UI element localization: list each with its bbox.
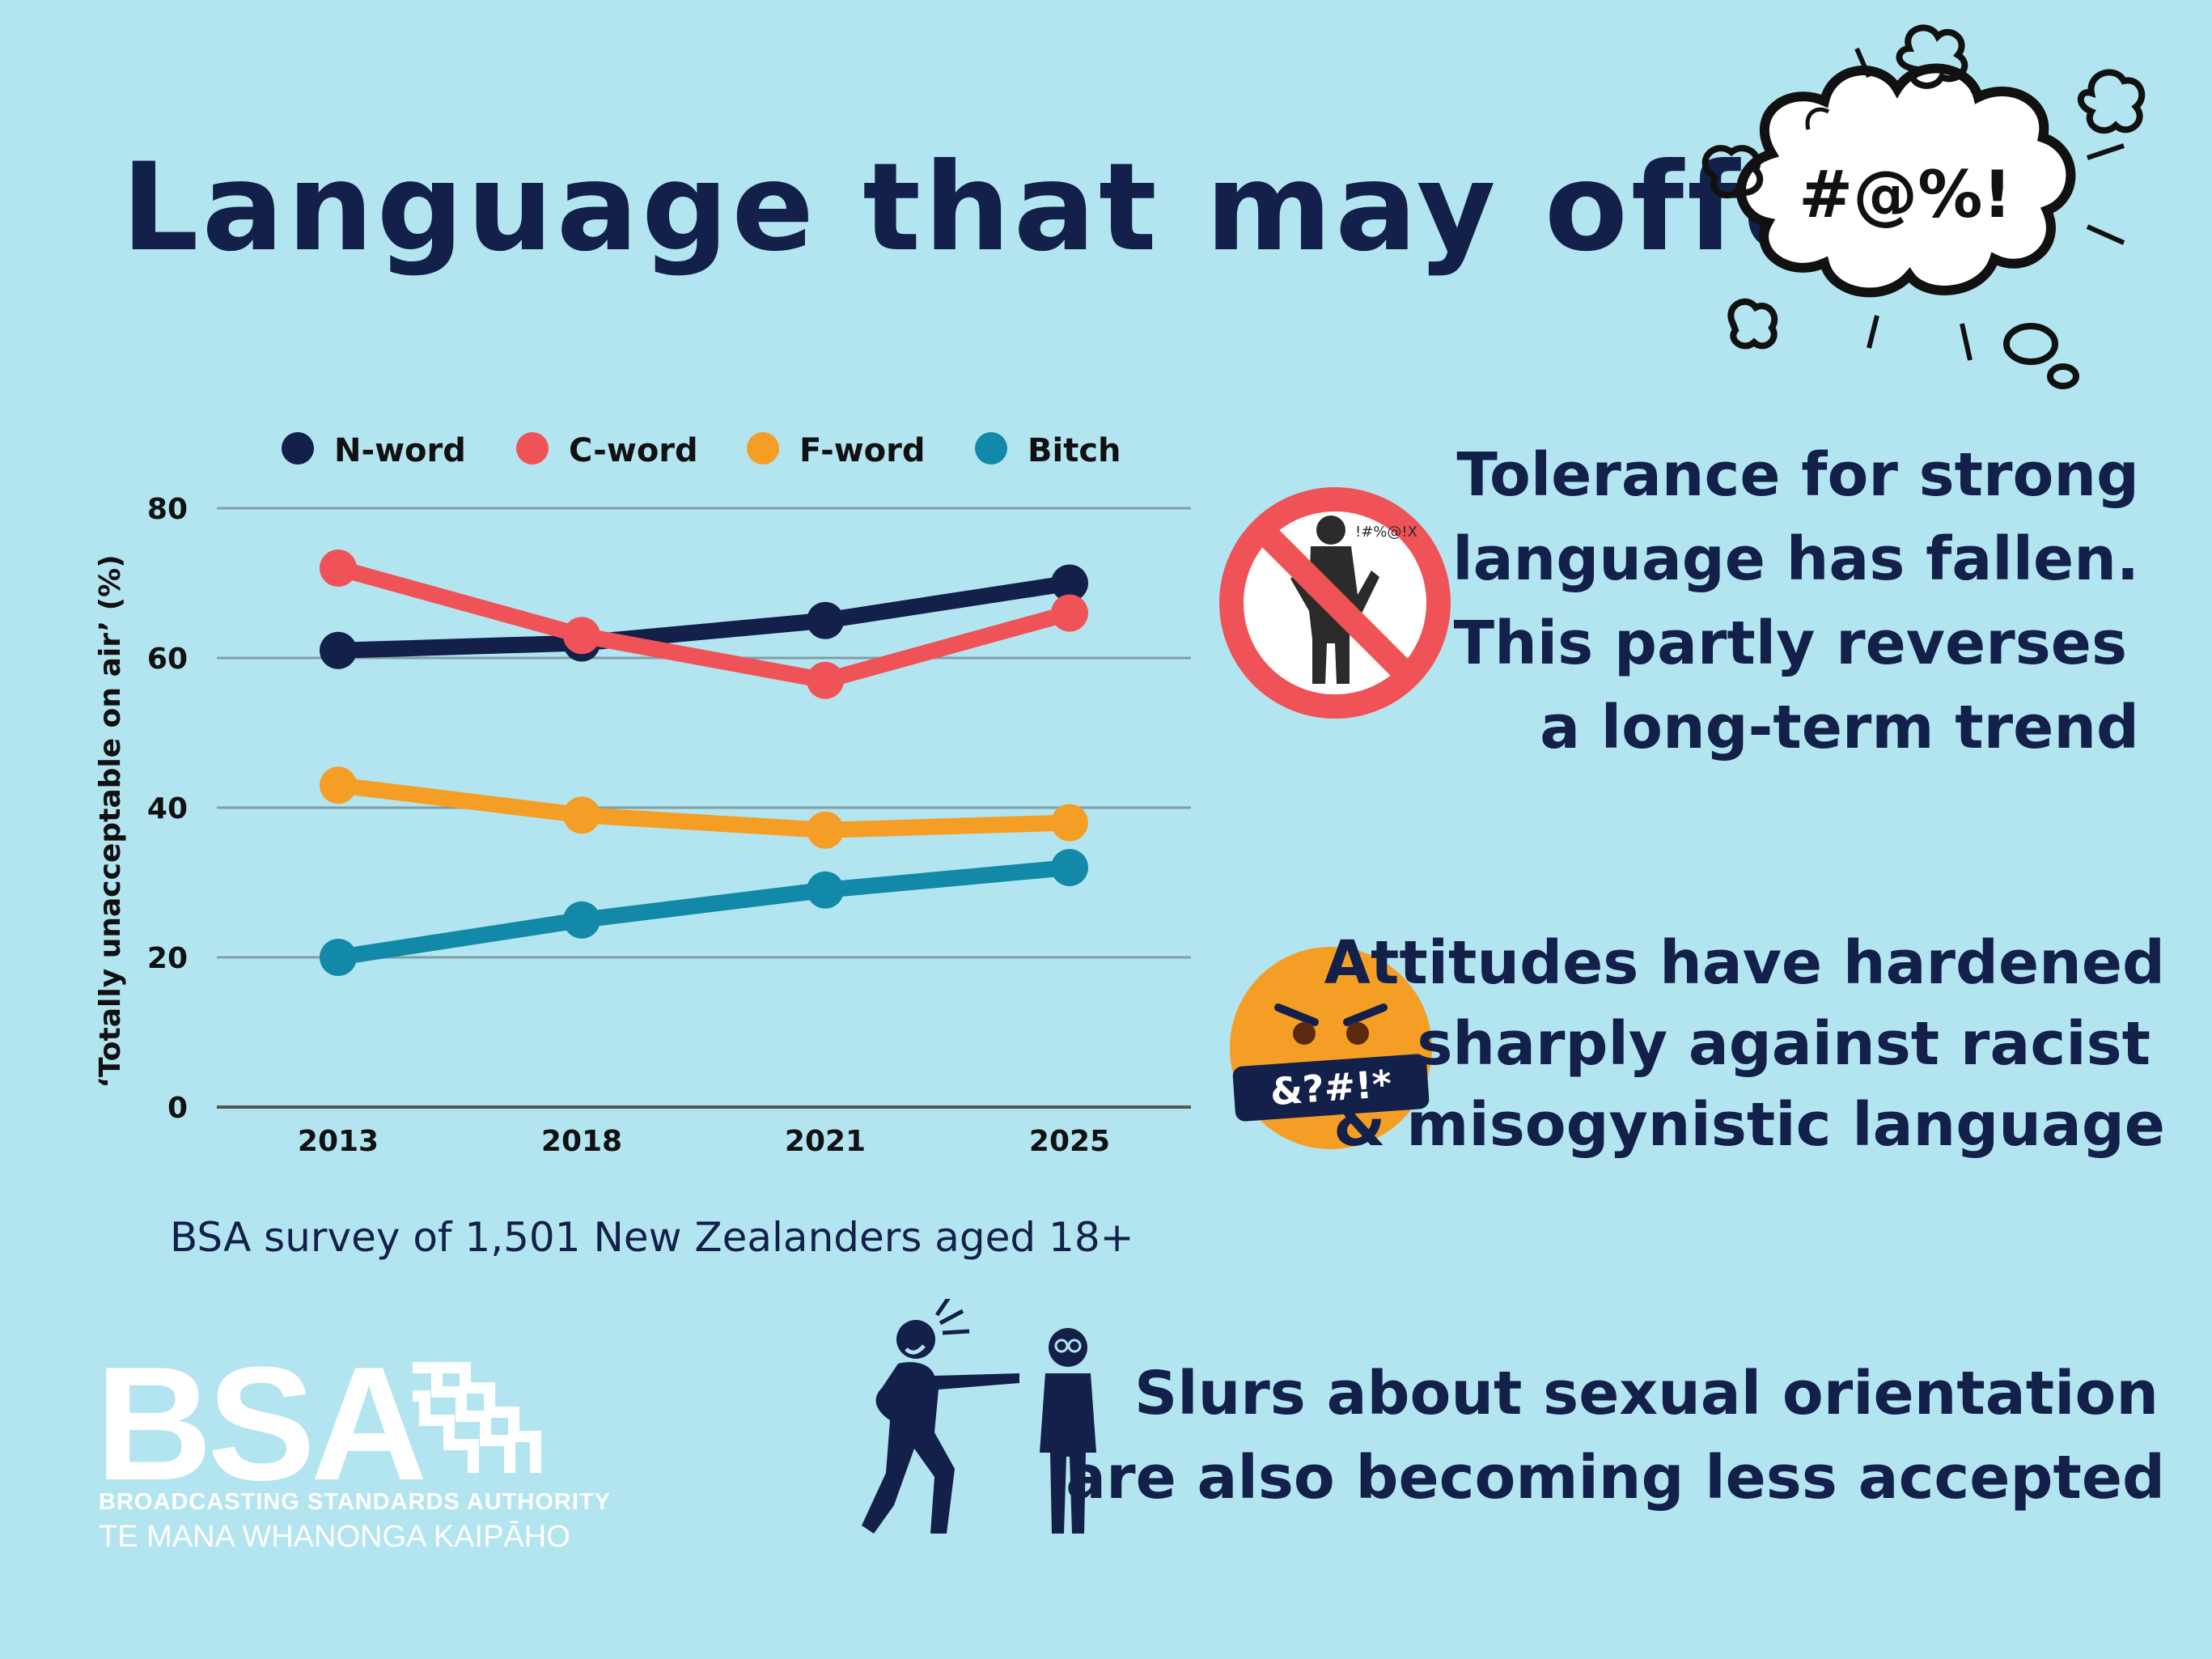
legend-marker bbox=[975, 432, 1007, 465]
series-bitch bbox=[320, 849, 1088, 976]
data-point bbox=[1051, 849, 1088, 886]
y-tick-label: 20 bbox=[147, 942, 188, 975]
y-tick-label: 40 bbox=[147, 792, 188, 825]
message-line: a long-term trend bbox=[1540, 693, 2139, 762]
bsa-logo-letters: BSA bbox=[95, 1334, 427, 1514]
data-point bbox=[563, 796, 600, 834]
y-tick-label: 80 bbox=[147, 493, 188, 526]
bsa-logo-mark bbox=[413, 1362, 541, 1473]
legend-marker bbox=[282, 432, 314, 465]
attitudes-message: Attitudes have hardened sharply against … bbox=[1324, 923, 2165, 1165]
pointing-mocking-people-icon bbox=[862, 1299, 1096, 1534]
data-point bbox=[807, 811, 844, 849]
data-point bbox=[320, 766, 357, 804]
message-line: are also becoming less accepted bbox=[1066, 1443, 2165, 1513]
slurs-message: Slurs about sexual orientation are also … bbox=[1066, 1351, 2165, 1520]
data-point bbox=[563, 901, 600, 939]
data-point bbox=[807, 871, 844, 909]
message-line: language has fallen. bbox=[1452, 524, 2139, 594]
series-f_word bbox=[320, 766, 1088, 849]
page-title: Language that may offend bbox=[121, 138, 2009, 278]
series-line bbox=[330, 777, 1078, 838]
x-tick-label: 2021 bbox=[785, 1125, 866, 1158]
legend-label: N-word bbox=[334, 432, 466, 469]
data-point bbox=[1051, 594, 1088, 632]
y-tick-label: 0 bbox=[167, 1092, 188, 1125]
message-line: Tolerance for strong bbox=[1456, 440, 2139, 510]
legend-label: Bitch bbox=[1028, 432, 1121, 469]
x-tick-label: 2025 bbox=[1029, 1125, 1110, 1158]
series-line bbox=[330, 859, 1078, 965]
message-line: Attitudes have hardened bbox=[1324, 928, 2165, 998]
series-c_word bbox=[320, 549, 1088, 699]
legend-label: C-word bbox=[569, 432, 698, 469]
censored-angry-face-icon: &?#!* bbox=[1230, 947, 1432, 1149]
y-axis-label: ‘Totally unacceptable on air’ (%) bbox=[94, 554, 127, 1088]
source-note: BSA survey of 1,501 New Zealanders aged … bbox=[170, 1214, 1134, 1261]
emoji-censor-text: &?#!* bbox=[1269, 1062, 1393, 1114]
bubble-text: #@%! bbox=[1799, 157, 2012, 232]
legend-label: F-word bbox=[799, 432, 926, 469]
data-point bbox=[1051, 804, 1088, 842]
message-line: & misogynistic language bbox=[1333, 1090, 2165, 1160]
message-line: This partly reverses bbox=[1453, 609, 2127, 678]
x-tick-labels: 2013 2018 2021 2025 bbox=[298, 1125, 1110, 1158]
data-point bbox=[320, 939, 357, 976]
data-point bbox=[807, 661, 844, 699]
chart-grid bbox=[217, 507, 1191, 1109]
no-swearing-icon: !#%@!X bbox=[1219, 487, 1451, 719]
series-line bbox=[330, 560, 1078, 689]
series-line bbox=[330, 575, 1078, 659]
data-point bbox=[563, 617, 600, 655]
message-line: Slurs about sexual orientation bbox=[1134, 1359, 2159, 1428]
chart-series bbox=[320, 549, 1088, 976]
chart-legend: N-word C-word F-word Bitch bbox=[282, 432, 1121, 469]
data-point bbox=[320, 631, 357, 669]
data-point bbox=[320, 549, 357, 587]
line-chart: 80 60 40 20 0 2013 2018 2021 2025 N-word C-word F… bbox=[94, 432, 1191, 1158]
no-sign-swear-text: !#%@!X bbox=[1355, 524, 1417, 541]
data-point bbox=[1051, 564, 1088, 602]
x-tick-label: 2018 bbox=[541, 1125, 622, 1158]
legend-marker bbox=[747, 432, 779, 465]
x-tick-label: 2013 bbox=[298, 1125, 379, 1158]
bsa-logo-line2: TE MANA WHANONGA KAIPĀHO bbox=[99, 1520, 570, 1554]
swearing-cloud-icon: #@%! bbox=[1701, 24, 2146, 389]
message-line: sharply against racist bbox=[1417, 1009, 2151, 1079]
y-tick-labels: 80 60 40 20 0 bbox=[147, 493, 188, 1125]
bsa-logo-line1: BROADCASTING STANDARDS AUTHORITY bbox=[99, 1489, 611, 1515]
tolerance-message: Tolerance for strong language has fallen… bbox=[1452, 433, 2139, 770]
data-point bbox=[807, 601, 844, 639]
y-tick-label: 60 bbox=[147, 643, 188, 676]
legend-marker bbox=[516, 432, 549, 465]
series-n_word bbox=[320, 564, 1088, 669]
